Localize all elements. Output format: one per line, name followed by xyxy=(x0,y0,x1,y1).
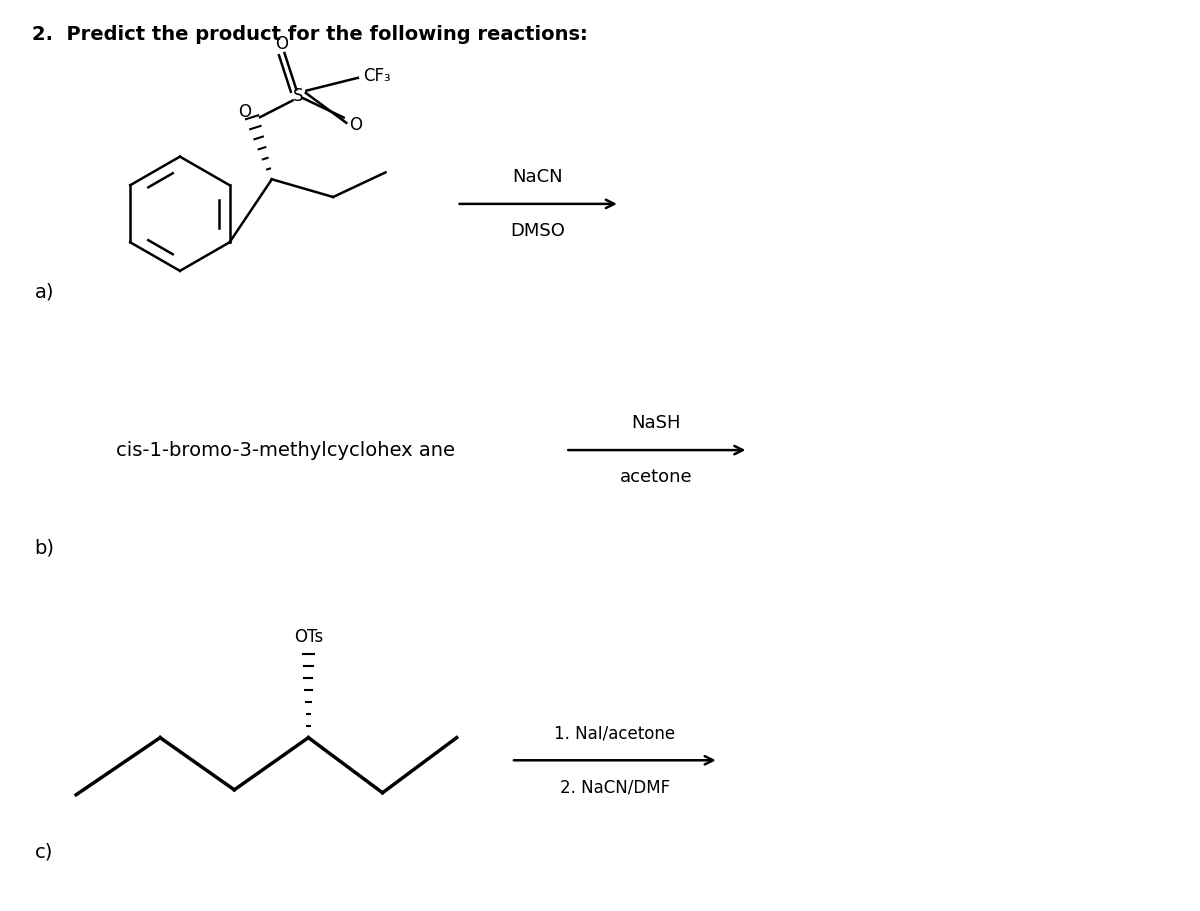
Text: O: O xyxy=(238,103,251,121)
Text: CF₃: CF₃ xyxy=(362,67,390,85)
Text: cis-1-bromo-3-methylcyclohex ane: cis-1-bromo-3-methylcyclohex ane xyxy=(115,441,455,459)
Text: acetone: acetone xyxy=(620,468,692,486)
Text: O: O xyxy=(275,36,288,54)
Text: DMSO: DMSO xyxy=(510,221,565,240)
Text: 2. NaCN/DMF: 2. NaCN/DMF xyxy=(559,778,670,796)
Text: NaCN: NaCN xyxy=(512,169,563,186)
Text: S: S xyxy=(293,87,304,105)
Text: 2.  Predict the product for the following reactions:: 2. Predict the product for the following… xyxy=(31,25,588,44)
Text: b): b) xyxy=(35,538,55,558)
Text: O: O xyxy=(349,116,362,134)
Text: 1. NaI/acetone: 1. NaI/acetone xyxy=(554,724,676,742)
Text: a): a) xyxy=(35,282,54,302)
Text: NaSH: NaSH xyxy=(631,415,682,433)
Text: OTs: OTs xyxy=(294,628,323,646)
Text: c): c) xyxy=(35,842,53,861)
